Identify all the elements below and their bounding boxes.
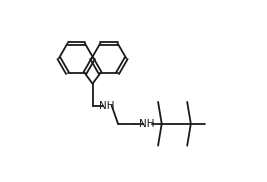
Text: NH: NH <box>139 119 155 129</box>
Text: NH: NH <box>99 101 115 110</box>
